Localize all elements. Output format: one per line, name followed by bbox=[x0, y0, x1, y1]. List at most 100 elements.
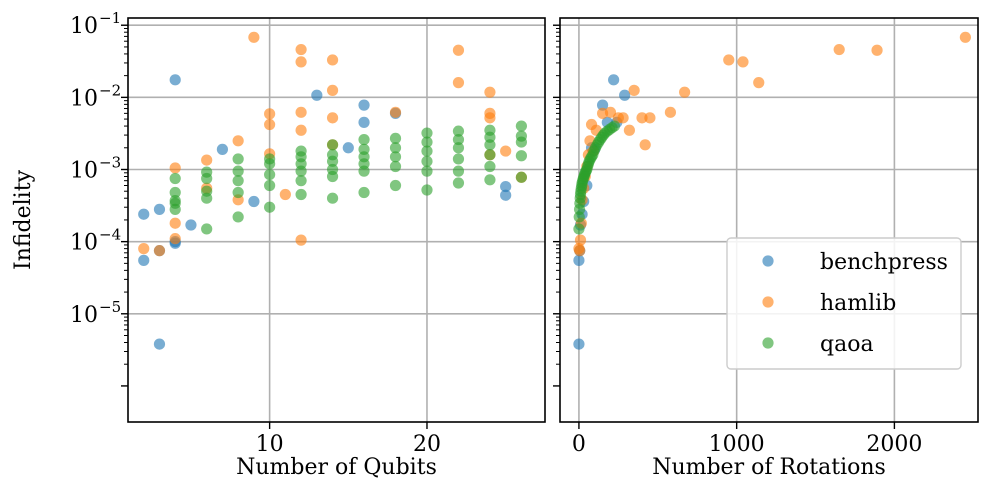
point-hamlib bbox=[326, 84, 339, 96]
point-benchpress bbox=[358, 116, 370, 128]
point-hamlib bbox=[484, 86, 496, 98]
y-tick-exponent: −1 bbox=[99, 9, 121, 27]
point-qaoa bbox=[326, 192, 339, 204]
point-qaoa bbox=[169, 203, 181, 215]
point-qaoa bbox=[452, 177, 465, 189]
y-tick-exponent: −3 bbox=[99, 154, 121, 172]
legend-label-qaoa: qaoa bbox=[820, 332, 874, 357]
point-benchpress bbox=[596, 99, 609, 111]
y-tick-label: 10 bbox=[70, 159, 98, 184]
point-hamlib bbox=[484, 112, 496, 124]
point-benchpress bbox=[500, 189, 512, 201]
point-benchpress bbox=[169, 74, 181, 86]
point-hamlib bbox=[628, 84, 640, 96]
legend: benchpress hamlib qaoa bbox=[726, 237, 962, 370]
point-benchpress bbox=[608, 74, 620, 86]
point-qaoa bbox=[421, 165, 433, 177]
point-qaoa bbox=[201, 192, 213, 204]
point-benchpress bbox=[500, 180, 512, 193]
point-benchpress bbox=[358, 99, 370, 111]
point-hamlib bbox=[279, 188, 291, 201]
y-tick-exponent: −2 bbox=[99, 81, 121, 99]
point-qaoa bbox=[421, 127, 433, 139]
point-qaoa bbox=[169, 172, 181, 185]
point-qaoa bbox=[421, 145, 433, 157]
point-qaoa bbox=[201, 223, 213, 235]
point-hamlib bbox=[500, 145, 512, 157]
point-benchpress bbox=[619, 89, 631, 101]
y-axis-label: Infidelity bbox=[11, 169, 36, 270]
x-tick-label: 2000 bbox=[866, 432, 922, 457]
point-qaoa bbox=[515, 136, 527, 148]
legend-label-benchpress: benchpress bbox=[820, 250, 948, 275]
point-hamlib bbox=[959, 31, 971, 43]
y-tick-exponent: −5 bbox=[99, 298, 121, 316]
point-qaoa bbox=[389, 179, 402, 192]
y-tick-label: 10 bbox=[70, 303, 98, 328]
legend-marker-qaoa bbox=[762, 337, 774, 349]
point-hamlib bbox=[833, 43, 845, 56]
point-qaoa bbox=[421, 136, 433, 148]
x-tick-label: 20 bbox=[413, 432, 441, 457]
point-hamlib bbox=[617, 112, 629, 124]
point-hamlib bbox=[871, 44, 883, 56]
point-qaoa bbox=[573, 223, 585, 235]
point-qaoa bbox=[515, 171, 527, 183]
point-hamlib bbox=[201, 154, 213, 166]
point-qaoa bbox=[389, 160, 402, 173]
point-qaoa bbox=[201, 172, 213, 185]
point-hamlib bbox=[723, 54, 735, 66]
point-qaoa bbox=[232, 165, 244, 177]
point-hamlib bbox=[264, 118, 276, 131]
point-benchpress bbox=[138, 254, 150, 266]
point-benchpress bbox=[153, 338, 166, 350]
x-tick-label: 0 bbox=[572, 432, 586, 457]
point-qaoa bbox=[421, 155, 433, 167]
point-qaoa bbox=[358, 165, 370, 177]
point-hamlib bbox=[169, 233, 181, 245]
point-qaoa bbox=[389, 151, 402, 163]
point-qaoa bbox=[515, 150, 527, 162]
legend-marker-hamlib bbox=[762, 296, 774, 308]
point-benchpress bbox=[138, 208, 150, 220]
legend-marker-benchpress bbox=[762, 255, 774, 267]
point-qaoa bbox=[264, 168, 276, 181]
point-qaoa bbox=[326, 170, 339, 183]
point-qaoa bbox=[295, 188, 307, 201]
legend-label-hamlib: hamlib bbox=[820, 291, 896, 316]
point-hamlib bbox=[639, 139, 651, 151]
point-qaoa bbox=[484, 174, 496, 186]
point-hamlib bbox=[679, 86, 691, 98]
point-hamlib bbox=[295, 43, 307, 56]
point-qaoa bbox=[232, 153, 244, 165]
point-benchpress bbox=[185, 219, 197, 231]
point-qaoa bbox=[358, 133, 370, 146]
point-hamlib bbox=[295, 106, 307, 118]
point-hamlib bbox=[753, 77, 765, 89]
point-qaoa bbox=[515, 120, 527, 132]
point-benchpress bbox=[573, 254, 585, 266]
x-tick-label: 10 bbox=[256, 432, 284, 457]
point-qaoa bbox=[452, 153, 465, 165]
point-benchpress bbox=[342, 142, 354, 154]
point-hamlib bbox=[295, 124, 307, 136]
point-qaoa bbox=[452, 133, 465, 146]
point-hamlib bbox=[248, 31, 260, 43]
x-axis-label: Number of Rotations bbox=[652, 455, 886, 480]
point-hamlib bbox=[169, 217, 181, 229]
point-benchpress bbox=[248, 195, 260, 208]
point-qaoa bbox=[484, 160, 496, 173]
point-hamlib bbox=[295, 56, 307, 68]
point-qaoa bbox=[452, 142, 465, 154]
point-benchpress bbox=[153, 203, 166, 215]
point-hamlib bbox=[452, 44, 465, 56]
point-hamlib bbox=[452, 77, 465, 89]
point-qaoa bbox=[264, 201, 276, 213]
point-hamlib bbox=[574, 245, 586, 257]
point-qaoa bbox=[484, 149, 496, 161]
y-tick-label: 10 bbox=[70, 14, 98, 39]
point-hamlib bbox=[153, 245, 166, 257]
point-qaoa bbox=[358, 186, 370, 199]
